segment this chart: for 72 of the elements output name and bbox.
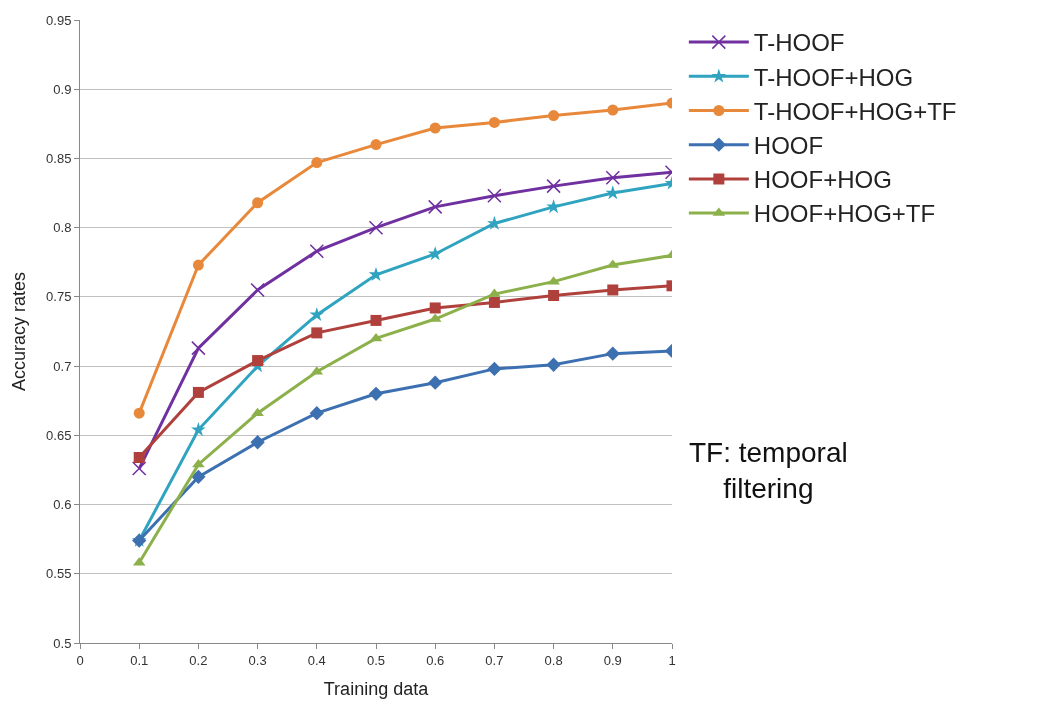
point (546, 199, 561, 214)
point (250, 435, 265, 450)
point (250, 282, 265, 298)
legend-label: HOOF+HOG (753, 166, 892, 194)
point (427, 246, 443, 261)
x-tick-label: 1 (668, 652, 676, 668)
point (428, 375, 443, 390)
y-tick-label: 0.65 (46, 427, 72, 443)
point (607, 284, 619, 296)
point (191, 422, 206, 437)
legend-label: T-HOOF (753, 29, 845, 57)
x-axis-title: Training data (323, 678, 430, 699)
y-tick-label: 0.8 (53, 220, 72, 236)
point (192, 386, 204, 398)
point (546, 357, 561, 372)
x-tick-label: 0.2 (189, 652, 208, 668)
point (252, 355, 264, 367)
point (191, 469, 206, 485)
y-tick-label: 0.75 (46, 289, 72, 305)
x-tick-label: 0.9 (603, 652, 622, 668)
y-tick-label: 0.85 (46, 150, 72, 166)
point (131, 461, 147, 476)
x-tick-label: 0.5 (366, 652, 386, 668)
legend-label: HOOF (753, 132, 824, 160)
point (488, 296, 500, 308)
point (548, 290, 560, 301)
point (605, 170, 621, 186)
point (252, 197, 264, 209)
point (192, 259, 204, 271)
x-tick-label: 0.6 (426, 652, 445, 668)
point (370, 139, 382, 151)
point (487, 361, 502, 377)
point (429, 302, 441, 314)
point (191, 340, 206, 356)
x-tick-label: 0.7 (485, 652, 504, 668)
point (192, 458, 205, 468)
legend-label: T-HOOF+HOG+TF (753, 97, 957, 125)
legend-label: HOOF+HOG+TF (753, 200, 936, 228)
y-tick-label: 0.95 (46, 12, 72, 28)
y-tick-label: 0.7 (53, 358, 72, 374)
y-tick-label: 0.55 (46, 566, 72, 582)
point (133, 451, 145, 463)
point (607, 104, 619, 116)
y-tick-label: 0.6 (53, 497, 72, 513)
y-tick-label: 0.5 (53, 635, 72, 651)
x-tick-label: 0 (76, 652, 84, 668)
x-tick-label: 0.1 (130, 652, 149, 668)
point (309, 406, 324, 421)
point (311, 157, 323, 169)
point (370, 314, 382, 326)
point (368, 386, 384, 401)
x-tick-label: 0.8 (544, 652, 563, 668)
point (427, 199, 443, 215)
point (548, 110, 560, 122)
point (369, 332, 383, 342)
point (311, 327, 323, 339)
y-tick-label: 0.9 (53, 81, 72, 97)
point (309, 307, 325, 322)
x-tick-label: 0.4 (307, 652, 326, 668)
point (429, 122, 441, 134)
x-tick-label: 0.3 (248, 652, 267, 668)
point (487, 188, 502, 204)
point (488, 116, 500, 128)
text: TF: temporal filtering (689, 437, 848, 505)
legend-label: T-HOOF+HOG (753, 63, 914, 91)
point (605, 346, 620, 361)
point (368, 220, 384, 235)
point (605, 185, 621, 200)
point (309, 243, 325, 259)
point (133, 407, 145, 419)
point (546, 178, 561, 194)
y-axis-title: Accuracy rates (9, 271, 30, 392)
